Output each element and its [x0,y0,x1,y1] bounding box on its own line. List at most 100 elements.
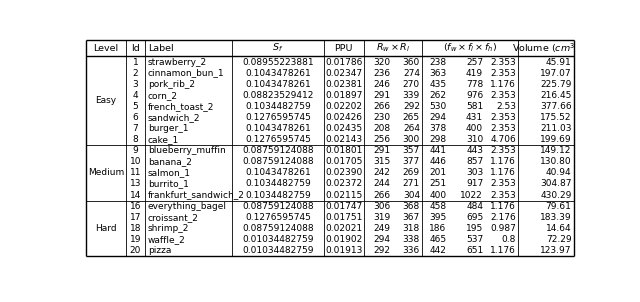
Text: croissant_2: croissant_2 [148,213,199,222]
Text: 431: 431 [466,113,483,122]
Text: 0.01913: 0.01913 [325,246,362,255]
Text: cake_1: cake_1 [148,135,179,144]
Text: salmon_1: salmon_1 [148,168,191,177]
Text: 0.1043478261: 0.1043478261 [245,80,311,89]
Text: 2: 2 [132,69,138,78]
Text: 257: 257 [466,57,483,66]
Text: 1.176: 1.176 [490,246,516,255]
Text: 2.353: 2.353 [490,124,516,133]
Text: Level: Level [93,43,118,53]
Text: 270: 270 [403,80,420,89]
Text: 0.01902: 0.01902 [325,235,362,244]
Text: 0.1043478261: 0.1043478261 [245,124,311,133]
Text: 651: 651 [466,246,483,255]
Text: 3: 3 [132,80,138,89]
Text: 304.87: 304.87 [540,179,572,188]
Text: 419: 419 [466,69,483,78]
Text: 14.64: 14.64 [546,224,572,233]
Text: shrimp_2: shrimp_2 [148,224,189,233]
Text: 123.97: 123.97 [540,246,572,255]
Text: 2.353: 2.353 [490,57,516,66]
Text: 5: 5 [132,102,138,111]
Text: corn_2: corn_2 [148,91,178,100]
Text: pork_rib_2: pork_rib_2 [148,80,195,89]
Text: 2.53: 2.53 [496,102,516,111]
Text: 256: 256 [373,135,390,144]
Text: 271: 271 [403,179,420,188]
Text: 0.08759124088: 0.08759124088 [242,202,314,210]
Text: 6: 6 [132,113,138,122]
Text: 199.69: 199.69 [540,135,572,144]
Text: Easy: Easy [95,96,116,105]
Text: 244: 244 [373,179,390,188]
Text: 246: 246 [373,80,390,89]
Text: 976: 976 [466,91,483,100]
Text: 530: 530 [429,102,447,111]
Text: 442: 442 [429,246,447,255]
Text: cinnamon_bun_1: cinnamon_bun_1 [148,69,225,78]
Text: 2.353: 2.353 [490,179,516,188]
Text: 294: 294 [373,235,390,244]
Text: 1.176: 1.176 [490,168,516,177]
Text: 4.706: 4.706 [490,135,516,144]
Text: 443: 443 [466,146,483,155]
Text: $S_f$: $S_f$ [273,42,284,54]
Text: 238: 238 [429,57,447,66]
Text: 262: 262 [429,91,447,100]
Text: 208: 208 [373,124,390,133]
Text: french_toast_2: french_toast_2 [148,102,214,111]
Text: 0.02347: 0.02347 [325,69,362,78]
Text: $R_w \times R_l$: $R_w \times R_l$ [376,42,410,54]
Text: 378: 378 [429,124,447,133]
Text: 0.01751: 0.01751 [325,213,362,222]
Text: 484: 484 [466,202,483,210]
Text: 0.02426: 0.02426 [325,113,362,122]
Text: 13: 13 [130,179,141,188]
Text: 17: 17 [130,213,141,222]
Text: 216.45: 216.45 [540,91,572,100]
Text: 300: 300 [403,135,420,144]
Text: 10: 10 [130,157,141,166]
Text: 0.02390: 0.02390 [325,168,362,177]
Text: 20: 20 [130,246,141,255]
Text: 0.01786: 0.01786 [325,57,362,66]
Text: 4: 4 [132,91,138,100]
Text: 368: 368 [403,202,420,210]
Text: 0.1276595745: 0.1276595745 [245,135,311,144]
Text: 318: 318 [403,224,420,233]
Text: 306: 306 [373,202,390,210]
Text: banana_2: banana_2 [148,157,192,166]
Text: 377: 377 [403,157,420,166]
Text: 303: 303 [466,168,483,177]
Text: 0.1276595745: 0.1276595745 [245,113,311,122]
Text: 695: 695 [466,213,483,222]
Text: 0.1034482759: 0.1034482759 [245,179,311,188]
Text: 2.176: 2.176 [490,213,516,222]
Text: 292: 292 [373,246,390,255]
Text: 0.01705: 0.01705 [325,157,362,166]
Text: waffle_2: waffle_2 [148,235,186,244]
Text: Id: Id [131,43,140,53]
Text: 339: 339 [403,91,420,100]
Text: 2.353: 2.353 [490,69,516,78]
Text: PPU: PPU [335,43,353,53]
Text: 304: 304 [403,191,420,200]
Text: 395: 395 [429,213,447,222]
Text: 9: 9 [132,146,138,155]
Text: 0.987: 0.987 [490,224,516,233]
Text: 197.07: 197.07 [540,69,572,78]
Text: 0.02372: 0.02372 [325,179,362,188]
Text: 0.01747: 0.01747 [325,202,362,210]
Text: 11: 11 [130,168,141,177]
Text: 0.08759124088: 0.08759124088 [242,224,314,233]
Text: 917: 917 [466,179,483,188]
Text: 249: 249 [373,224,390,233]
Text: 130.80: 130.80 [540,157,572,166]
Text: 1.176: 1.176 [490,157,516,166]
Text: 377.66: 377.66 [540,102,572,111]
Text: everything_bagel: everything_bagel [148,202,227,210]
Text: 400: 400 [466,124,483,133]
Text: 291: 291 [373,91,390,100]
Text: 292: 292 [403,102,420,111]
Text: 14: 14 [130,191,141,200]
